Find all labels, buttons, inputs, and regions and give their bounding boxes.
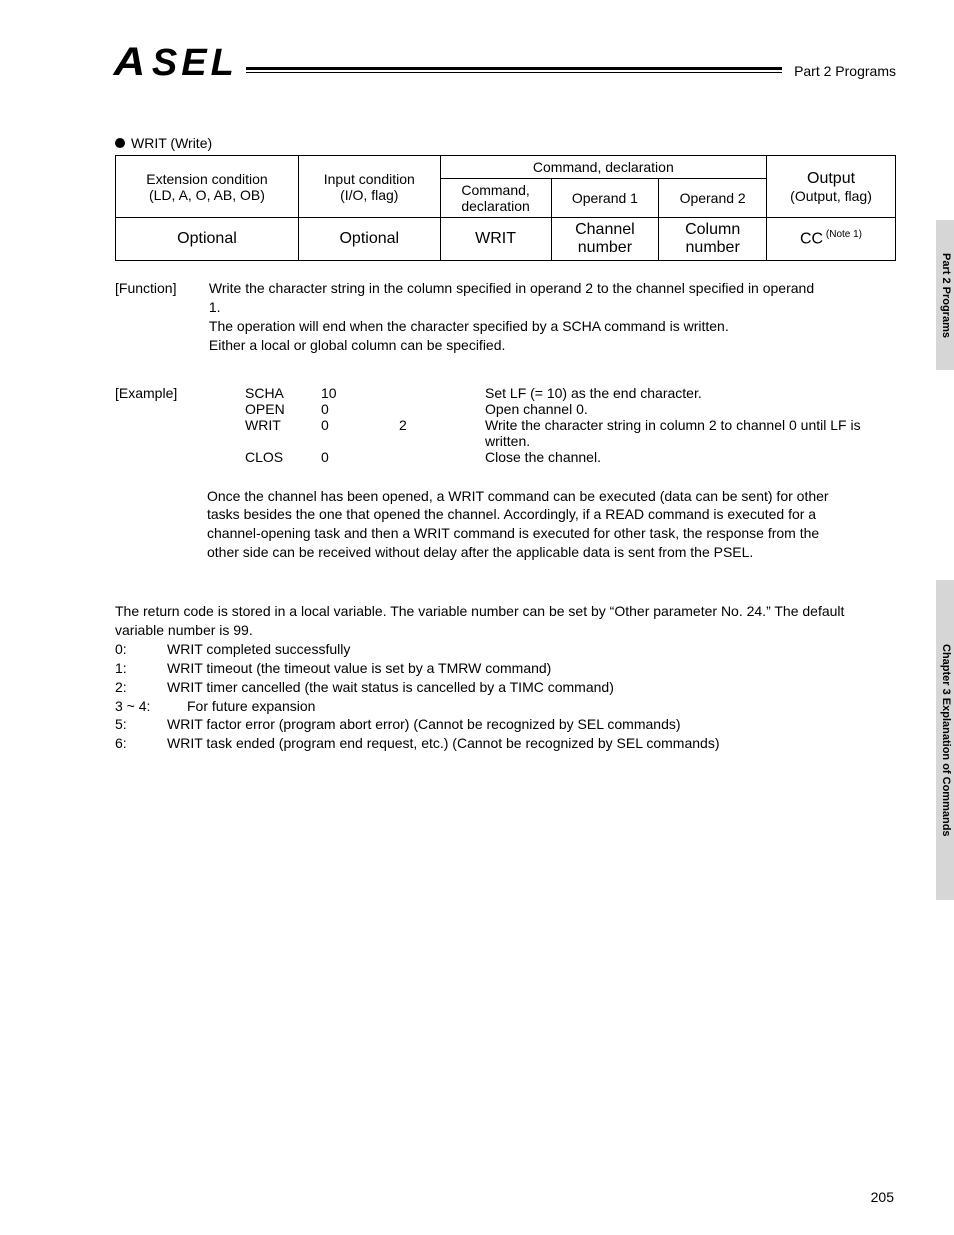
page-number: 205: [871, 1189, 894, 1205]
ret-code-1: 1:: [115, 659, 167, 678]
example-paragraph: Once the channel has been opened, a WRIT…: [207, 487, 831, 563]
th-operand1: Operand 1: [551, 179, 659, 218]
section-title: WRIT (Write): [115, 135, 896, 151]
ret-code-3: 3 ~ 4:: [115, 697, 187, 716]
ret-text-1: WRIT timeout (the timeout value is set b…: [167, 659, 551, 678]
th-in-1: Input condition: [324, 171, 415, 187]
section-title-text: WRIT (Write): [131, 135, 212, 151]
function-text: Write the character string in the column…: [209, 279, 829, 355]
th-extension: Extension condition (LD, A, O, AB, OB): [116, 156, 299, 218]
ret-text-5: WRIT task ended (program end request, et…: [167, 734, 720, 753]
bullet-icon: [115, 138, 125, 148]
ex-cmd-1: OPEN: [245, 401, 321, 417]
ret-text-3: For future expansion: [187, 697, 315, 716]
ex-cmd-2: WRIT: [245, 417, 321, 449]
th-cmd-decl: Command, declaration: [440, 156, 766, 179]
ex-op1-0: 10: [321, 385, 399, 401]
th-cmd-1: Command,: [461, 182, 529, 198]
function-line1: Write the character string in the column…: [209, 280, 814, 315]
logo-sel: SEL: [152, 42, 238, 85]
ex-desc-0: Set LF (= 10) as the end character.: [485, 385, 896, 401]
td-op1-a: Channel: [575, 221, 635, 238]
ex-op1-1: 0: [321, 401, 399, 417]
ex-cmd-3: CLOS: [245, 449, 321, 465]
function-line3: Either a local or global column can be s…: [209, 337, 506, 353]
ret-text-2: WRIT timer cancelled (the wait status is…: [167, 678, 614, 697]
page-header: ASEL Part 2 Programs: [115, 40, 896, 85]
th-ext-1: Extension condition: [146, 171, 267, 187]
td-ext: Optional: [116, 218, 299, 261]
ret-text-4: WRIT factor error (program abort error) …: [167, 715, 681, 734]
return-block: The return code is stored in a local var…: [115, 602, 896, 753]
function-label: [Function]: [115, 279, 205, 298]
ex-desc-2: Write the character string in column 2 t…: [485, 417, 896, 449]
td-op2: Column number: [659, 218, 767, 261]
header-rule: [246, 67, 782, 73]
header-breadcrumb: Part 2 Programs: [782, 63, 896, 85]
th-operand2: Operand 2: [659, 179, 767, 218]
td-op2-a: Column: [685, 221, 740, 238]
td-op1: Channel number: [551, 218, 659, 261]
ret-text-0: WRIT completed successfully: [167, 640, 350, 659]
command-table: Extension condition (LD, A, O, AB, OB) I…: [115, 155, 896, 261]
ex-op1-3: 0: [321, 449, 399, 465]
ret-code-2: 2:: [115, 678, 167, 697]
ex-op1-2: 0: [321, 417, 399, 449]
th-ext-2: (LD, A, O, AB, OB): [149, 187, 265, 203]
function-block: [Function] Write the character string in…: [115, 279, 896, 355]
th-input: Input condition (I/O, flag): [298, 156, 440, 218]
th-command: Command, declaration: [440, 179, 551, 218]
th-out-2: (Output, flag): [790, 188, 872, 204]
function-line2: The operation will end when the characte…: [209, 318, 729, 334]
ex-desc-1: Open channel 0.: [485, 401, 896, 417]
td-op1-b: number: [578, 239, 632, 256]
th-cmd-2: declaration: [461, 198, 530, 214]
return-intro: The return code is stored in a local var…: [115, 602, 896, 640]
ret-code-0: 0:: [115, 640, 167, 659]
ex-op2-0: [399, 385, 485, 401]
ex-op2-1: [399, 401, 485, 417]
page-content: ASEL Part 2 Programs WRIT (Write) Extens…: [0, 0, 954, 793]
ret-code-5: 6:: [115, 734, 167, 753]
td-out-note: (Note 1): [823, 229, 862, 240]
ex-desc-3: Close the channel.: [485, 449, 896, 465]
ex-op2-2: 2: [399, 417, 485, 449]
logo: ASEL: [115, 40, 238, 85]
side-tab-chapter3: Chapter 3 Explanation of Commands: [936, 580, 954, 900]
td-in: Optional: [298, 218, 440, 261]
example-label: [Example]: [115, 385, 177, 401]
ret-code-4: 5:: [115, 715, 167, 734]
ex-cmd-0: SCHA: [245, 385, 321, 401]
td-out-cc: CC: [800, 231, 823, 248]
ex-op2-3: [399, 449, 485, 465]
th-output: Output (Output, flag): [767, 156, 896, 218]
side-tab-part2: Part 2 Programs: [936, 220, 954, 370]
td-out: CC (Note 1): [767, 218, 896, 261]
td-cmd: WRIT: [440, 218, 551, 261]
th-out-1: Output: [807, 170, 855, 187]
logo-letter-a: A: [113, 40, 147, 85]
example-block: [Example] SCHA 10 Set LF (= 10) as the e…: [115, 385, 896, 563]
th-in-2: (I/O, flag): [340, 187, 398, 203]
td-op2-b: number: [686, 239, 740, 256]
